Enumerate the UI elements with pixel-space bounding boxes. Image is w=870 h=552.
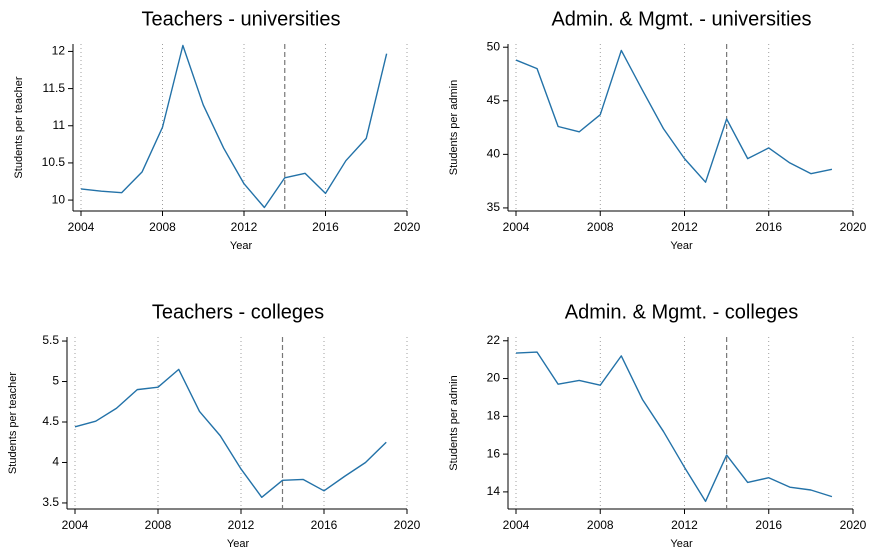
y-tick-label: 5	[52, 374, 59, 388]
y-tick-label: 45	[487, 93, 501, 107]
y-tick-label: 10	[52, 192, 66, 206]
y-tick-label: 40	[487, 147, 501, 161]
panel-title: Teachers - colleges	[152, 301, 324, 323]
y-tick-label: 14	[487, 484, 501, 498]
x-tick-label: 2020	[394, 518, 421, 532]
y-tick-label: 3.5	[42, 495, 59, 509]
x-tick-label: 2012	[671, 518, 698, 532]
y-tick-label: 50	[487, 39, 501, 53]
x-tick-label: 2008	[149, 220, 176, 234]
x-axis-title: Year	[670, 240, 693, 252]
x-tick-label: 2020	[394, 220, 421, 234]
y-tick-label: 5.5	[42, 333, 59, 347]
x-tick-label: 2012	[231, 220, 258, 234]
panel-title: Teachers - universities	[142, 8, 341, 30]
y-tick-label: 11	[53, 118, 66, 132]
x-tick-label: 2004	[503, 220, 530, 234]
x-tick-label: 2016	[755, 220, 782, 234]
data-line	[74, 368, 387, 498]
panel-title: Admin. & Mgmt. - universities	[551, 8, 811, 30]
x-tick-label: 2004	[62, 518, 89, 532]
x-tick-label: 2016	[311, 518, 338, 532]
y-tick-label: 20	[487, 371, 501, 385]
y-tick-label: 4.5	[42, 414, 59, 428]
x-axis-title: Year	[670, 538, 693, 550]
data-line	[80, 44, 388, 209]
y-tick-label: 11.5	[43, 81, 66, 95]
x-tick-label: 2020	[840, 220, 867, 234]
x-tick-label: 2008	[145, 518, 172, 532]
y-tick-label: 12	[52, 44, 66, 58]
y-tick-label: 10.5	[42, 155, 66, 169]
x-tick-label: 2012	[671, 220, 698, 234]
x-tick-label: 2008	[587, 220, 614, 234]
x-tick-label: 2008	[587, 518, 614, 532]
y-tick-label: 35	[487, 200, 501, 214]
x-tick-label: 2016	[312, 220, 339, 234]
data-line	[515, 351, 833, 503]
y-axis-title: Students per admin	[448, 80, 460, 175]
y-tick-label: 22	[487, 333, 501, 347]
y-tick-label: 18	[487, 409, 501, 423]
x-tick-label: 2004	[68, 220, 95, 234]
x-axis-title: Year	[227, 538, 250, 550]
x-tick-label: 2016	[755, 518, 782, 532]
y-tick-label: 16	[487, 446, 501, 460]
y-tick-label: 4	[52, 455, 59, 469]
panel-title: Admin. & Mgmt. - colleges	[565, 301, 798, 323]
y-axis-title: Students per teacher	[7, 372, 19, 474]
x-axis-title: Year	[230, 240, 253, 252]
y-axis-title: Students per admin	[448, 375, 460, 470]
data-line	[515, 49, 833, 183]
x-tick-label: 2004	[503, 518, 530, 532]
x-tick-label: 2020	[840, 518, 867, 532]
y-axis-title: Students per teacher	[13, 76, 25, 178]
x-tick-label: 2012	[228, 518, 255, 532]
